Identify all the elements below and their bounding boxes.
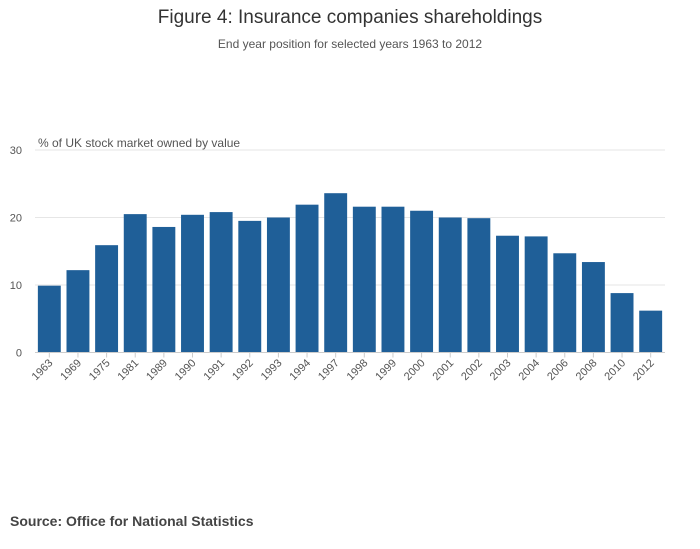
bar-1989[interactable] (152, 226, 176, 353)
x-tick-label: 1975 (87, 357, 113, 383)
y-tick-label: 20 (10, 213, 22, 225)
bar-2006[interactable] (553, 253, 577, 353)
x-tick-label: 1997 (316, 357, 342, 383)
x-tick-label: 2003 (488, 357, 514, 383)
bar-2001[interactable] (438, 217, 462, 353)
x-tick-label: 2008 (574, 357, 600, 383)
bar-2004[interactable] (524, 236, 548, 353)
x-tick-label: 1981 (116, 357, 142, 383)
bar-1998[interactable] (352, 206, 376, 353)
bar-2010[interactable] (610, 293, 634, 353)
x-tick-label: 1993 (259, 357, 285, 383)
bar-1975[interactable] (95, 245, 119, 353)
bar-1981[interactable] (123, 214, 147, 353)
x-tick-label: 2006 (545, 357, 571, 383)
bar-1991[interactable] (209, 212, 233, 353)
bar-1963[interactable] (37, 285, 61, 353)
bar-2012[interactable] (639, 310, 663, 353)
bar-2003[interactable] (496, 235, 519, 353)
bar-2008[interactable] (581, 262, 605, 353)
x-tick-label: 2004 (516, 357, 542, 383)
bars (37, 193, 663, 353)
x-tick-label: 1991 (201, 357, 227, 383)
bar-2000[interactable] (410, 210, 434, 353)
x-tick-label: 1992 (230, 357, 256, 383)
chart-title: Figure 4: Insurance companies shareholdi… (157, 7, 543, 28)
x-tick-label: 1990 (173, 357, 199, 383)
source-note: Source: Office for National Statistics (10, 513, 254, 529)
bar-1997[interactable] (324, 193, 348, 353)
x-tick-label: 1969 (58, 357, 84, 383)
x-tick-label: 1999 (373, 357, 399, 383)
x-tick-label: 2000 (402, 357, 428, 383)
bar-1994[interactable] (295, 204, 319, 353)
y-tick-label: 10 (10, 280, 22, 292)
y-axis-ticks: 0 10 20 30 (10, 145, 22, 360)
x-tick-label: 1994 (287, 357, 313, 383)
x-tick-label: 2012 (631, 357, 657, 383)
x-axis-tick-labels: 1963 1969 1975 1981 1989 1990 1991 1992 1993 1994… (30, 357, 657, 383)
bar-1999[interactable] (381, 206, 405, 353)
y-tick-label: 0 (16, 348, 22, 360)
bar-2002[interactable] (467, 218, 491, 353)
x-tick-label: 1963 (30, 357, 56, 383)
x-tick-label: 2002 (459, 357, 485, 383)
y-axis-label: % of UK stock market owned by value (38, 136, 240, 150)
x-tick-label: 2001 (431, 357, 457, 383)
bar-1990[interactable] (181, 214, 204, 353)
x-tick-label: 1989 (144, 357, 170, 383)
y-tick-label: 30 (10, 145, 22, 157)
bar-1992[interactable] (238, 220, 262, 353)
chart-subtitle: End year position for selected years 196… (217, 37, 483, 51)
x-tick-label: 2010 (602, 357, 628, 383)
x-axis-tick-marks (48, 352, 652, 358)
x-tick-label: 1998 (345, 357, 371, 383)
bar-1993[interactable] (266, 217, 290, 353)
bar-1969[interactable] (66, 270, 90, 353)
